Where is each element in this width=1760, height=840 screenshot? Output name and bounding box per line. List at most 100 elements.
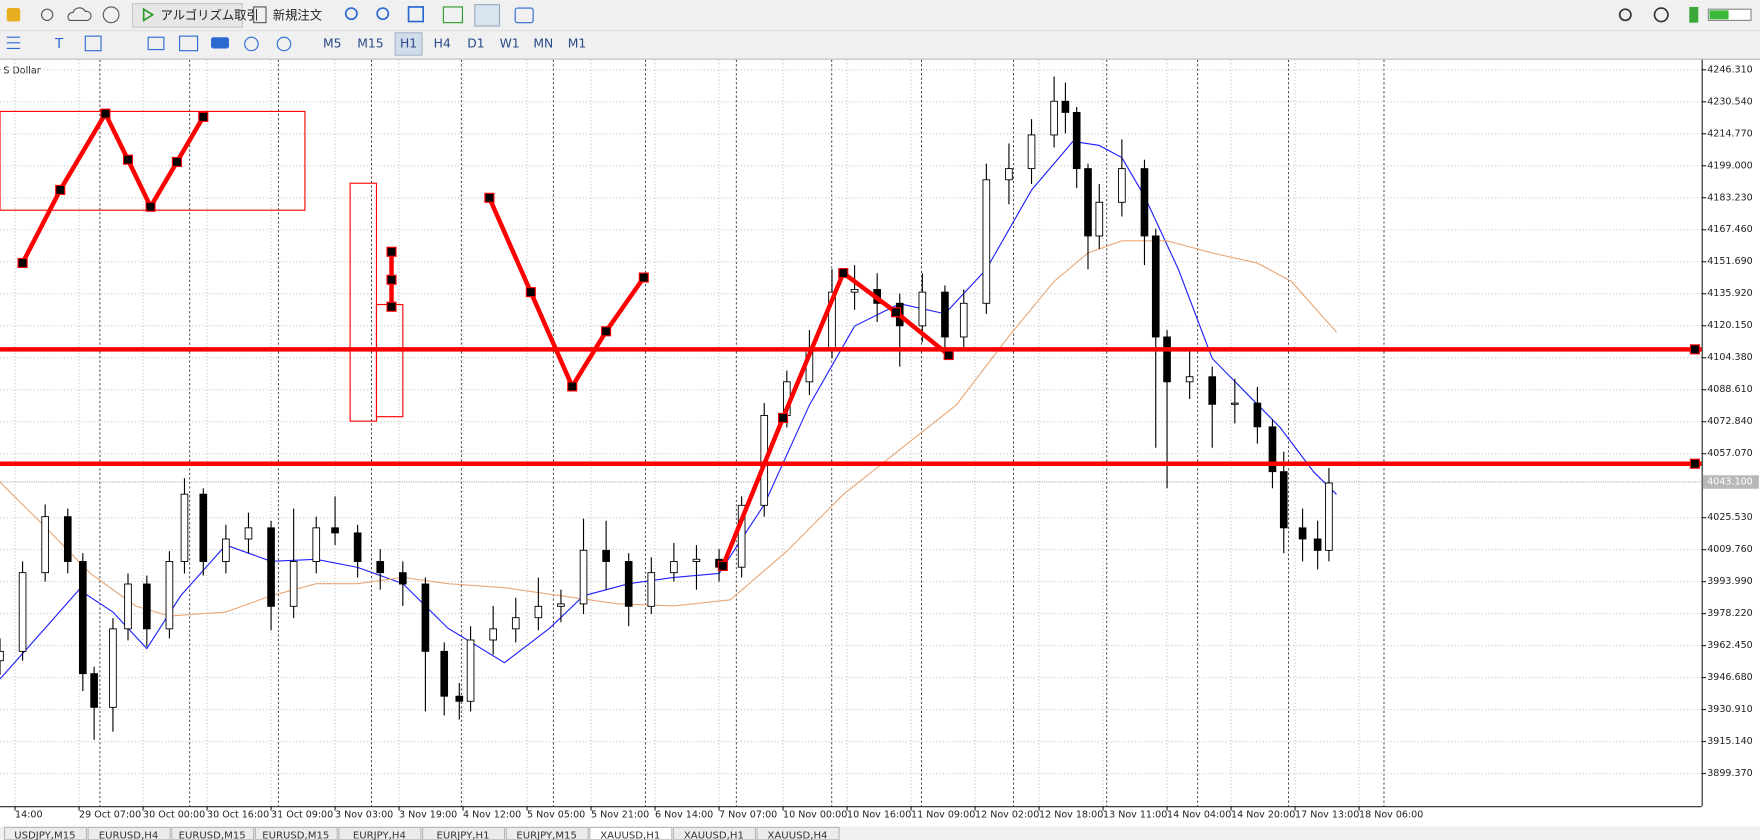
y-tick-label: 3978.220 [1707,608,1752,619]
candle-body [353,532,362,562]
timeframe-button[interactable]: M15 [357,36,383,50]
candle-body [79,561,87,675]
tabs: USDJPY,M15 EURUSD,H4 EURUSD,M15 EURUSD,M15 E… [3,826,840,840]
lines-tool[interactable] [6,36,21,50]
candle-body [489,628,497,641]
fibo-tool[interactable] [147,36,165,51]
x-tick-label: 29 Oct 07:00 [79,810,141,821]
candle-body [41,516,49,574]
new-order-label[interactable]: 新規注文 [273,7,322,22]
candle-body [376,561,385,574]
level-icon [1689,6,1699,23]
candle-body [289,561,298,607]
anchor-point[interactable] [525,287,536,298]
autoscroll-icon[interactable] [474,4,501,27]
candle-body [1095,201,1104,237]
y-tick-label: 3899.370 [1707,768,1752,779]
algo-trading-button[interactable] [131,3,244,28]
new-order-icon[interactable] [253,6,267,24]
cloud-icon[interactable] [67,7,92,21]
anchor-point[interactable] [145,201,156,212]
zoom-out-icon[interactable] [376,7,390,21]
level-anchor[interactable] [1689,458,1700,469]
anchor-point[interactable] [100,108,111,119]
candle-body [579,549,588,605]
timeframe-button[interactable]: D1 [467,36,484,50]
x-tick-label: 18 Nov 06:00 [1359,810,1423,821]
anchor-point[interactable] [717,560,728,572]
anchor-point[interactable] [838,268,849,279]
candle-body [312,527,321,562]
level-anchor[interactable] [1689,344,1700,355]
x-tick-label: 6 Nov 14:00 [655,810,713,821]
x-tick-label: 14 Nov 04:00 [1167,810,1231,821]
search-icon[interactable] [1618,8,1632,22]
candle-body [850,289,859,293]
anchor-point[interactable] [17,257,28,268]
y-tick-label: 3993.990 [1707,576,1752,587]
candle-body [534,605,543,619]
zoom-in-icon[interactable] [344,7,358,21]
anchor-point[interactable] [55,184,66,195]
axes: 4246.310 4230.540 4214.770 4199.000 4183.230… [14,64,1759,821]
candle-body [180,493,189,562]
timeframe-button[interactable]: MN [533,36,553,50]
timeframe-button[interactable]: W1 [500,36,520,50]
timeframe-button[interactable]: H4 [434,36,451,50]
tab-label: USDJPY,M15 [14,830,75,840]
anchor-point[interactable] [171,156,182,167]
anchor-point[interactable] [484,192,495,203]
candle-body [421,583,430,652]
scroll-icon[interactable] [442,6,464,24]
candle-body [1279,471,1288,529]
y-tick-label: 4088.610 [1707,384,1752,395]
battery-frame [1707,8,1752,21]
timeframe-button[interactable]: M1 [568,36,586,50]
y-tick-label: 4230.540 [1707,96,1752,107]
anchor-point[interactable] [386,246,397,257]
anchor-point[interactable] [198,111,209,122]
anchor-point[interactable] [601,326,612,337]
moving-average [0,240,1337,617]
objects-tool[interactable] [244,36,259,52]
x-tick-label: 13 Nov 11:00 [1103,810,1167,821]
timeframe-active [394,32,423,56]
account-icon[interactable] [1653,7,1669,23]
tab-label: EURJPY,H4 [353,830,406,840]
ok-tool[interactable] [211,37,229,49]
anchor-point[interactable] [122,154,134,165]
battery-level [1709,10,1729,20]
timeframe-button[interactable]: H1 [400,36,417,50]
vps-icon[interactable] [102,6,120,24]
tile-icon[interactable] [407,6,425,23]
tab-label: EURUSD,M15 [179,830,246,840]
text-tool-icon[interactable]: T [54,37,64,52]
timeframe-button[interactable]: M5 [323,36,341,50]
lock-icon[interactable] [6,8,21,22]
x-tick-label: 7 Nov 07:00 [719,810,777,821]
symbol-label: S Dollar [3,65,40,76]
candle-body [1061,100,1070,113]
anchor-point[interactable] [943,349,954,361]
more-tools[interactable] [276,36,292,52]
anchor-point[interactable] [386,301,397,312]
screenshot-icon[interactable] [514,7,534,24]
candle-body [244,527,253,540]
anchor-point[interactable] [567,381,578,392]
candle-body [222,538,230,562]
anchor-point[interactable] [638,272,649,283]
tab-label: EURJPY,H1 [437,830,490,840]
candle-body [959,302,968,338]
anchor-point[interactable] [890,307,902,318]
x-tick-label: 10 Nov 16:00 [847,810,911,821]
signal-icon[interactable] [40,8,54,21]
x-tick-label: 14:00 [15,810,42,821]
shapes-tool[interactable] [84,35,102,52]
tab-label: XAUUSD,H4 [768,830,828,840]
anchor-point[interactable] [386,274,397,285]
y-tick-label: 4025.530 [1707,512,1752,523]
x-tick-label: 30 Oct 00:00 [143,810,205,821]
play-icon [142,7,155,22]
indicator-tool[interactable] [179,35,199,52]
anchor-point[interactable] [778,412,789,423]
